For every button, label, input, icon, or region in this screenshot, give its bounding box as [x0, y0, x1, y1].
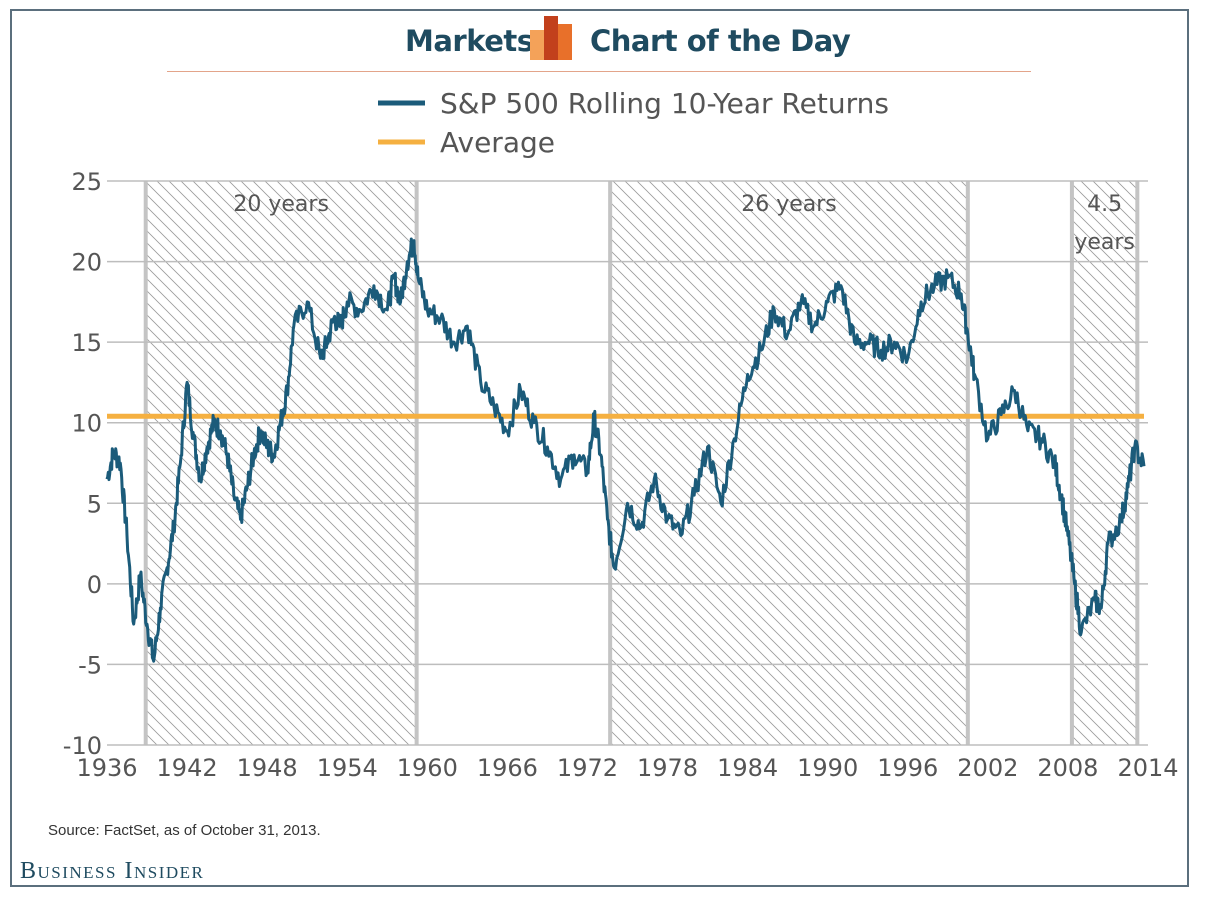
x-tick-label-2: 1948	[237, 754, 298, 782]
y-tick-label-6: -5	[78, 651, 102, 679]
y-tick-label-2: 15	[71, 329, 102, 357]
x-tick-label-8: 1984	[717, 754, 778, 782]
business-insider-logo: Business Insider	[20, 858, 205, 884]
legend-label-2: Average	[440, 126, 555, 159]
x-tick-label-9: 1990	[797, 754, 858, 782]
shaded-period-1	[145, 181, 417, 745]
logo-bar-1	[530, 30, 544, 60]
x-tick-label-4: 1960	[397, 754, 458, 782]
x-tick-label-0: 1936	[76, 754, 137, 782]
logo-bar-2	[544, 16, 558, 60]
shaded-period-label-3: 4.5 years	[1074, 192, 1135, 255]
x-tick-label-11: 2002	[957, 754, 1018, 782]
source-note: Source: FactSet, as of October 31, 2013.	[48, 822, 321, 839]
header-markets-label: Markets	[405, 24, 534, 58]
gridlines	[107, 180, 1148, 746]
shaded-periods: 20 years 26 years 4.5 years	[143, 181, 1140, 745]
series-line-sp500-rolling-returns	[105, 237, 1146, 663]
x-tick-label-6: 1972	[557, 754, 618, 782]
series-group	[105, 237, 1146, 663]
y-tick-label-0: 25	[71, 168, 102, 196]
chart-frame	[10, 9, 1189, 887]
x-tick-label-12: 2008	[1037, 754, 1098, 782]
header-divider	[167, 71, 1031, 72]
shaded-period-2	[610, 181, 968, 745]
y-tick-label-4: 5	[87, 490, 102, 518]
y-tick-label-3: 10	[71, 410, 102, 438]
logo-bar-3	[558, 24, 572, 60]
y-tick-label-7: -10	[63, 732, 102, 760]
bar-chart-logo-icon	[530, 16, 572, 60]
y-tick-label-1: 20	[71, 249, 102, 277]
x-tick-label-1: 1942	[157, 754, 218, 782]
shaded-period-label-1: 20 years	[233, 192, 329, 217]
x-tick-label-5: 1966	[477, 754, 538, 782]
legend: S&P 500 Rolling 10-Year Returns Average	[378, 87, 889, 159]
x-tick-label-7: 1978	[637, 754, 698, 782]
header-chart-of-the-day-label: Chart of the Day	[590, 24, 851, 58]
x-tick-label-13: 2014	[1117, 754, 1178, 782]
shaded-period-label-2: 26 years	[741, 192, 837, 217]
x-tick-label-3: 1954	[317, 754, 378, 782]
legend-label-1: S&P 500 Rolling 10-Year Returns	[440, 87, 889, 120]
shaded-period-3	[1071, 181, 1138, 745]
y-tick-label-5: 0	[87, 571, 102, 599]
x-tick-label-10: 1996	[877, 754, 938, 782]
